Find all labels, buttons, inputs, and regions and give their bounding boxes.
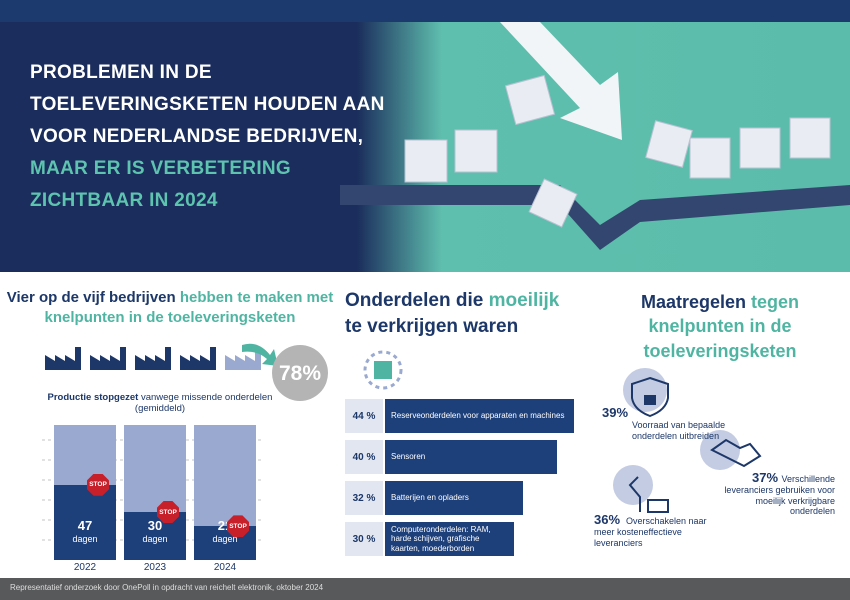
unit-label: dagen <box>142 534 168 544</box>
conveyor <box>340 185 850 250</box>
value-label: 32 % <box>345 481 383 515</box>
footer: Representatief onderzoek door OnePoll in… <box>10 583 324 592</box>
title-line: TOELEVERINGSKETEN HOUDEN AAN <box>30 94 385 115</box>
stop-sign: STOP <box>157 501 179 523</box>
footer-band <box>0 578 850 600</box>
title-highlight: MAAR ER IS VERBETERING <box>30 158 292 179</box>
companies-heading: Vier op de vijf bedrijven hebben te make… <box>5 288 335 329</box>
top-band <box>0 0 850 22</box>
measure-text: Overschakelen naar meer kosteneffectieve… <box>594 516 707 548</box>
heading-part: tegen knelpunten in de toeleveringsketen <box>643 292 800 361</box>
title-line: PROBLEMEN IN DE <box>30 62 212 83</box>
boxes <box>404 74 831 228</box>
share-value: 78% <box>278 362 322 385</box>
x-tick-label: 2023 <box>143 562 167 573</box>
value-label: 30 <box>147 518 163 533</box>
heading-part: Onderdelen die <box>345 290 484 311</box>
bar <box>385 522 514 556</box>
chart-title-rest: vanwege missende onderdelen (gemiddeld) <box>134 392 273 414</box>
measure-text: Verschillende leveranciers gebruiken voo… <box>724 474 835 517</box>
measure-share: 39% <box>602 405 629 420</box>
bar <box>385 481 523 515</box>
stop-sign: STOP <box>87 473 109 496</box>
value-label: 44 % <box>345 399 383 433</box>
measure-share: 37% <box>752 470 779 485</box>
heading-rest: hebben te maken met knelpunten in de toe… <box>44 289 334 327</box>
chart-title: Productie stopgezet vanwege missende ond… <box>40 392 280 414</box>
unit-label: dagen <box>72 534 98 544</box>
heading-part: moeilijk <box>488 290 560 311</box>
parts-icon <box>363 350 403 390</box>
measures-heading: Maatregelen tegen knelpunten in de toele… <box>600 290 840 363</box>
heading-part: te verkrijgen waren <box>345 315 519 337</box>
bar <box>385 440 557 474</box>
value-label: 30 % <box>345 522 383 556</box>
value-label: 47 <box>77 518 93 533</box>
x-tick-label: 2022 <box>73 562 97 573</box>
factories <box>45 347 261 370</box>
bar <box>385 399 575 433</box>
measure-text: Voorraad van bepaalde onderdelen uitbrei… <box>632 420 726 441</box>
share-circle <box>272 345 328 401</box>
share-arrow <box>242 343 278 366</box>
value-label: 40 % <box>345 440 383 474</box>
category-label: Computeronderdelen: RAM, harde schijven,… <box>391 524 491 553</box>
bar <box>54 484 116 560</box>
measure-icons <box>613 368 762 513</box>
x-tick-label: 2024 <box>213 562 237 573</box>
heading-part: Maatregelen <box>640 292 746 312</box>
title-line: VOOR NEDERLANDSE BEDRIJVEN, <box>30 126 364 147</box>
heading-bold: Vier op de vijf bedrijven <box>6 289 176 306</box>
chart-title-bold: Productie stopgezet <box>47 392 139 403</box>
parts-heading: Onderdelen die moeilijk te verkrijgen war… <box>345 288 585 339</box>
category-label: Sensoren <box>391 452 426 462</box>
category-label: Reserveonderdelen voor apparaten en mach… <box>391 411 565 421</box>
bar <box>124 512 186 560</box>
arrow <box>500 22 622 140</box>
stop-sign: STOP <box>227 515 249 538</box>
unit-label: dagen <box>212 534 238 544</box>
measure-share: 36% <box>594 512 621 527</box>
title-highlight: ZICHTBAAR IN 2024 <box>30 190 218 211</box>
category-label: Batterijen en opladers <box>391 493 469 503</box>
